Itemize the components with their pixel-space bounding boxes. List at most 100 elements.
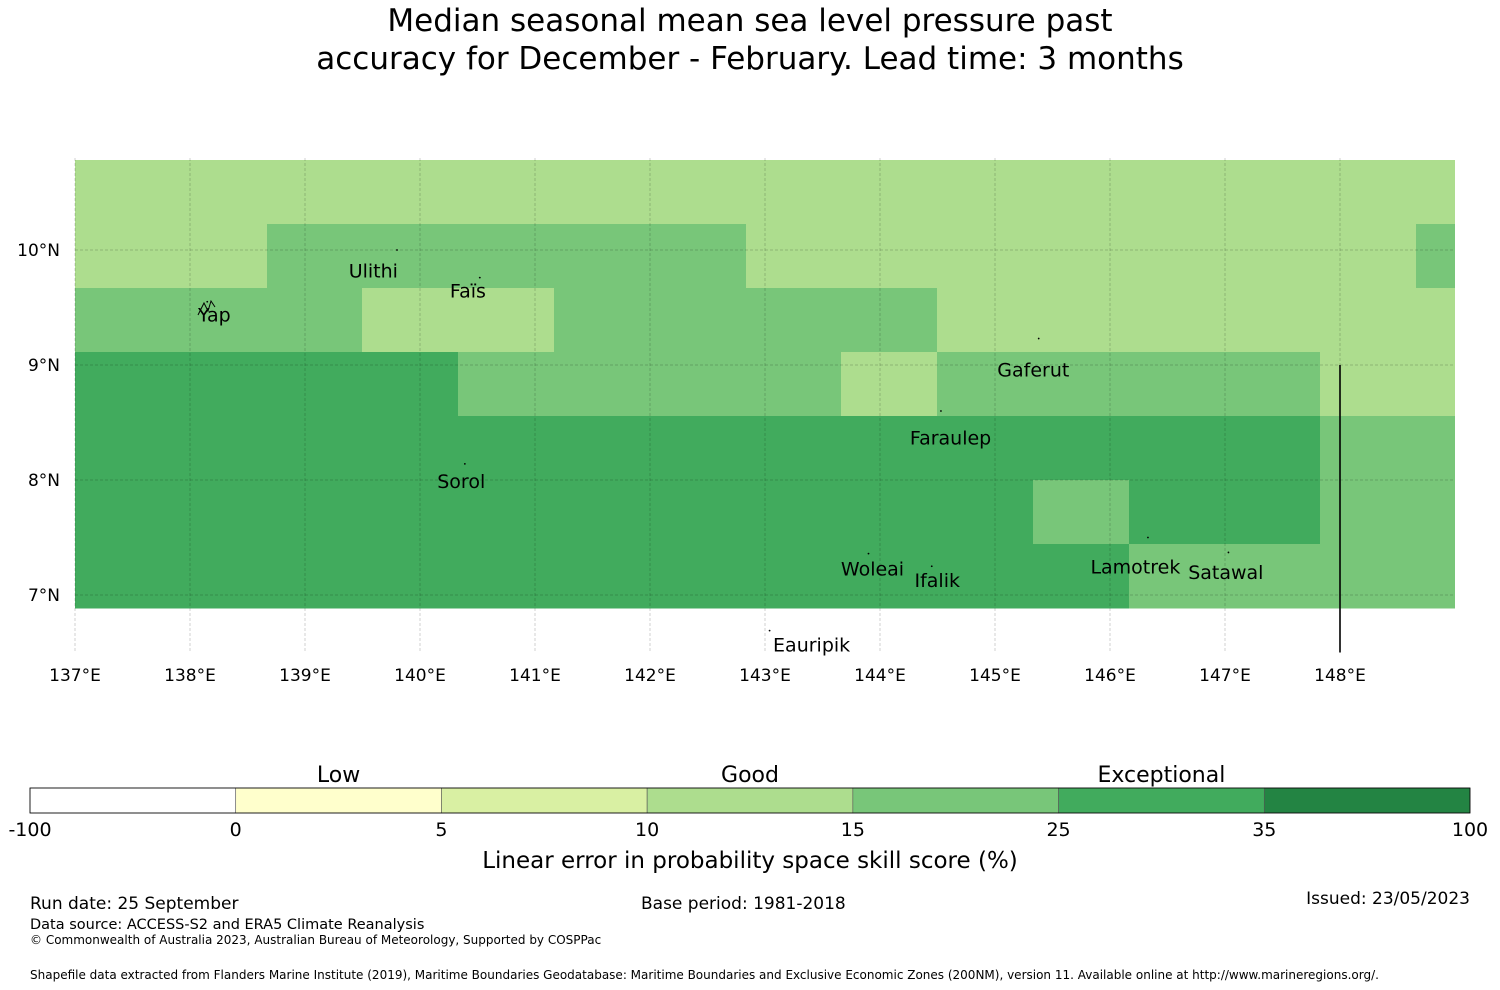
- skill-cell: [1416, 544, 1455, 609]
- skill-grid-cells: [75, 160, 1455, 609]
- colorbar-swatch: [441, 787, 648, 814]
- colorbar-swatch: [29, 787, 237, 814]
- colorbar-legend: -100 0 5 10 15 25 35 100 Low Good Exceptional Linea…: [8, 763, 1488, 874]
- skill-cell: [1033, 544, 1130, 609]
- skill-cell: [746, 160, 842, 225]
- colorbar-swatch: [1058, 787, 1265, 814]
- skill-cell: [1225, 480, 1321, 545]
- skill-cell: [1129, 224, 1226, 289]
- skill-cell: [841, 416, 938, 481]
- island-marker: [768, 629, 771, 632]
- skill-cell: [937, 416, 1034, 481]
- skill-cell: [171, 160, 268, 225]
- skill-cell: [267, 544, 363, 609]
- skill-category-label: Good: [721, 763, 779, 788]
- skill-cell: [1225, 352, 1321, 417]
- skill-cell: [1033, 160, 1130, 225]
- axis-tick-labels: 137°E 138°E 139°E 140°E 141°E 142°E 143°E 144°E…: [17, 241, 1366, 686]
- island-marker: [463, 463, 466, 465]
- longitude-tick-label: 140°E: [394, 666, 446, 686]
- skill-cell: [937, 288, 1034, 353]
- skill-cell: [362, 352, 459, 417]
- latitude-tick-label: 9°N: [28, 356, 60, 376]
- base-period: Base period: 1981-2018: [641, 894, 846, 914]
- island-label: Ulithi: [349, 261, 398, 283]
- skill-cell: [75, 480, 172, 545]
- island-marker: [1227, 551, 1230, 554]
- skill-cell: [267, 480, 363, 545]
- longitude-tick-label: 143°E: [739, 666, 791, 686]
- skill-cell: [362, 544, 459, 609]
- skill-cell: [75, 224, 172, 289]
- island-marker: [930, 565, 933, 568]
- island-label: Gaferut: [997, 360, 1069, 382]
- graticule: [74, 158, 1455, 653]
- skill-cell: [554, 352, 651, 417]
- island-label: Yap: [197, 304, 231, 326]
- skill-cell: [171, 352, 268, 417]
- colorbar-axis-label: Linear error in probability space skill …: [482, 848, 1018, 874]
- skill-cell: [1129, 352, 1226, 417]
- skill-cell: [171, 480, 268, 545]
- colorbar-swatch: [235, 787, 442, 814]
- longitude-tick-label: 145°E: [969, 666, 1021, 686]
- skill-cell: [937, 352, 1034, 417]
- longitude-tick-label: 146°E: [1084, 666, 1136, 686]
- skill-cell: [554, 480, 651, 545]
- island-marker: [396, 249, 398, 251]
- longitude-tick-label: 138°E: [164, 666, 216, 686]
- skill-cell: [1225, 288, 1321, 353]
- skill-cell: [362, 288, 459, 353]
- island-marker: [1037, 337, 1040, 340]
- skill-cell: [650, 288, 747, 353]
- skill-cell: [1033, 288, 1130, 353]
- island-label: Woleai: [841, 559, 904, 581]
- skill-cell: [841, 480, 938, 545]
- island-label: Lamotrek: [1090, 556, 1180, 578]
- issued-date: Issued: 23/05/2023: [1306, 889, 1470, 909]
- skill-cell: [75, 544, 172, 609]
- skill-cell: [1225, 160, 1321, 225]
- chart-title-line-1: Median seasonal mean sea level pressure …: [387, 3, 1113, 39]
- skill-cell: [267, 160, 363, 225]
- colorbar-swatch: [852, 787, 1059, 814]
- colorbar-tick-label: 0: [230, 819, 242, 841]
- island-labels: Ulithi Faïs Yap Gaferut Faraulep Sorol Lamotre…: [197, 249, 1263, 656]
- skill-cell: [458, 352, 555, 417]
- skill-cell: [458, 544, 555, 609]
- skill-cell: [746, 480, 842, 545]
- skill-cell: [554, 288, 651, 353]
- skill-cell: [650, 224, 747, 289]
- skill-cell: [1033, 352, 1130, 417]
- skill-cell: [937, 544, 1034, 609]
- latitude-tick-label: 7°N: [28, 586, 60, 606]
- island-marker: [206, 300, 209, 303]
- skill-cell: [746, 224, 842, 289]
- skill-cell: [1225, 416, 1321, 481]
- skill-cell: [458, 224, 555, 289]
- skill-cell: [841, 544, 938, 609]
- longitude-tick-label: 139°E: [279, 666, 331, 686]
- colorbar-tick-label: 35: [1252, 819, 1276, 841]
- colorbar-tick-label: 5: [435, 819, 447, 841]
- skill-cell: [267, 288, 363, 353]
- skill-cell: [1416, 160, 1455, 225]
- longitude-tick-label: 141°E: [509, 666, 561, 686]
- copyright-note: © Commonwealth of Australia 2023, Austra…: [30, 933, 602, 947]
- island-marker: [867, 552, 870, 555]
- data-source: Data source: ACCESS-S2 and ERA5 Climate …: [30, 917, 425, 933]
- skill-cell: [937, 160, 1034, 225]
- skill-cell: [1416, 480, 1455, 545]
- skill-cell: [171, 544, 268, 609]
- island-label: Faïs: [450, 280, 486, 302]
- skill-cell: [1225, 544, 1321, 609]
- island-marker: [940, 410, 942, 412]
- skill-cell: [267, 352, 363, 417]
- skill-cell: [267, 224, 363, 289]
- skill-cell: [1033, 224, 1130, 289]
- skill-category-label: Exceptional: [1097, 763, 1225, 788]
- skill-cell: [1320, 160, 1417, 225]
- colorbar-tick-label: 25: [1046, 819, 1070, 841]
- skill-cell: [1033, 480, 1130, 545]
- skill-cell: [650, 160, 747, 225]
